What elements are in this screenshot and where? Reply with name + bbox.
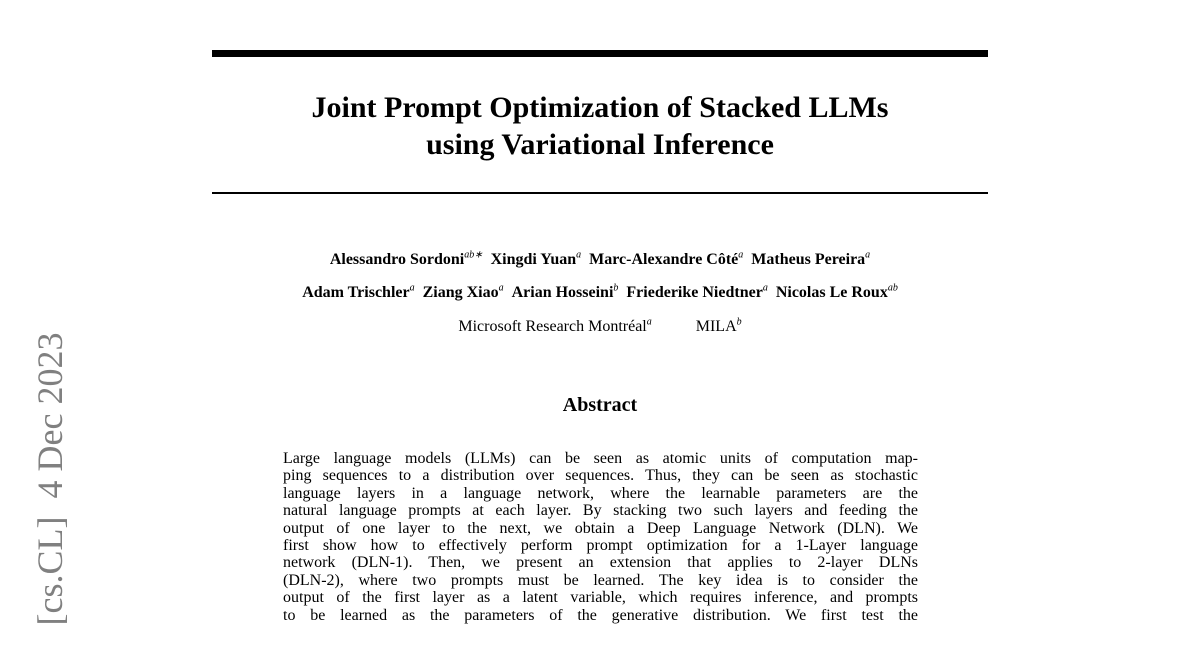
title-rule [212, 192, 988, 194]
author: Marc-Alexandre Côtéa [589, 250, 744, 269]
author-name: Marc-Alexandre Côté [589, 251, 739, 269]
author-affil-mark: b [613, 283, 619, 294]
abstract: Large language models (LLMs) can be seen… [283, 450, 918, 624]
abstract-line: ping sequences to a distribution over se… [283, 467, 918, 485]
affiliation-name: Microsoft Research Montréal [458, 318, 647, 336]
abstract-line: output of the first layer as a latent va… [283, 589, 918, 607]
author: Nicolas Le Rouxab [775, 283, 898, 302]
title-line: using Variational Inference [426, 128, 774, 161]
affiliation: MILAb [695, 317, 742, 336]
abstract-heading: Abstract [562, 394, 638, 416]
abstract-line: (DLN-2), where two prompts must be learn… [283, 571, 918, 589]
abstract-line: first show how to effectively perform pr… [283, 537, 918, 555]
author-affil-mark: a [498, 283, 504, 294]
abstract-line: natural language prompts at each layer. … [283, 502, 918, 520]
author-affil-mark: ab [887, 283, 898, 294]
author-row: Alessandro Sordoniab∗ Xingdi Yuana Marc-Al… [0, 250, 1200, 269]
affiliation: Microsoft Research Montréala [458, 317, 652, 336]
author-name: Ziang Xiao [422, 284, 499, 302]
affiliation-name: MILA [695, 318, 737, 336]
abstract-line: network (DLN-1). Then, we present an ext… [283, 554, 918, 572]
author: Arian Hosseinib [511, 283, 619, 302]
affiliation-mark: a [646, 317, 652, 328]
author-name: Xingdi Yuan [490, 251, 577, 269]
author: Friederike Niedtnera [626, 283, 768, 302]
author: Alessandro Sordoniab∗ [329, 250, 483, 269]
abstract-line: language layers in a language network, w… [283, 484, 918, 502]
author-name: Arian Hosseini [511, 284, 614, 302]
author: Matheus Pereiraa [751, 250, 871, 269]
abstract-line: Large language models (LLMs) can be seen… [283, 450, 918, 467]
author-name: Adam Trischler [302, 284, 410, 302]
affiliations: Microsoft Research Montréala MILAb [0, 317, 1200, 336]
affiliation-mark: b [736, 317, 742, 328]
author-affil-mark: a [762, 283, 768, 294]
author: Adam Trischlera [302, 283, 415, 302]
author: Xingdi Yuana [490, 250, 582, 269]
author-affil-mark: a [865, 250, 871, 261]
author-name: Alessandro Sordoni [329, 251, 465, 269]
author-name: Nicolas Le Roux [775, 284, 888, 302]
author-affil-mark: a [409, 283, 415, 294]
title-line: Joint Prompt Optimization of Stacked LLM… [311, 91, 889, 124]
author-affil-mark: a [576, 250, 582, 261]
author-name: Matheus Pereira [751, 251, 866, 269]
author-affil-mark: a [738, 250, 744, 261]
author-row: Adam Trischlera Ziang Xiaoa Arian Hosseini… [0, 283, 1200, 302]
author-affil-mark: ab∗ [464, 250, 483, 261]
title: Joint Prompt Optimization of Stacked LLM… [212, 89, 988, 163]
author: Ziang Xiaoa [422, 283, 504, 302]
top-rule [212, 50, 988, 57]
abstract-line: output of one layer to the next, we obta… [283, 519, 918, 537]
author-name: Friederike Niedtner [626, 284, 763, 302]
abstract-line: to be learned as the parameters of the g… [283, 606, 918, 624]
arxiv-stamp: [cs.CL] 4 Dec 2023 [30, 332, 70, 626]
